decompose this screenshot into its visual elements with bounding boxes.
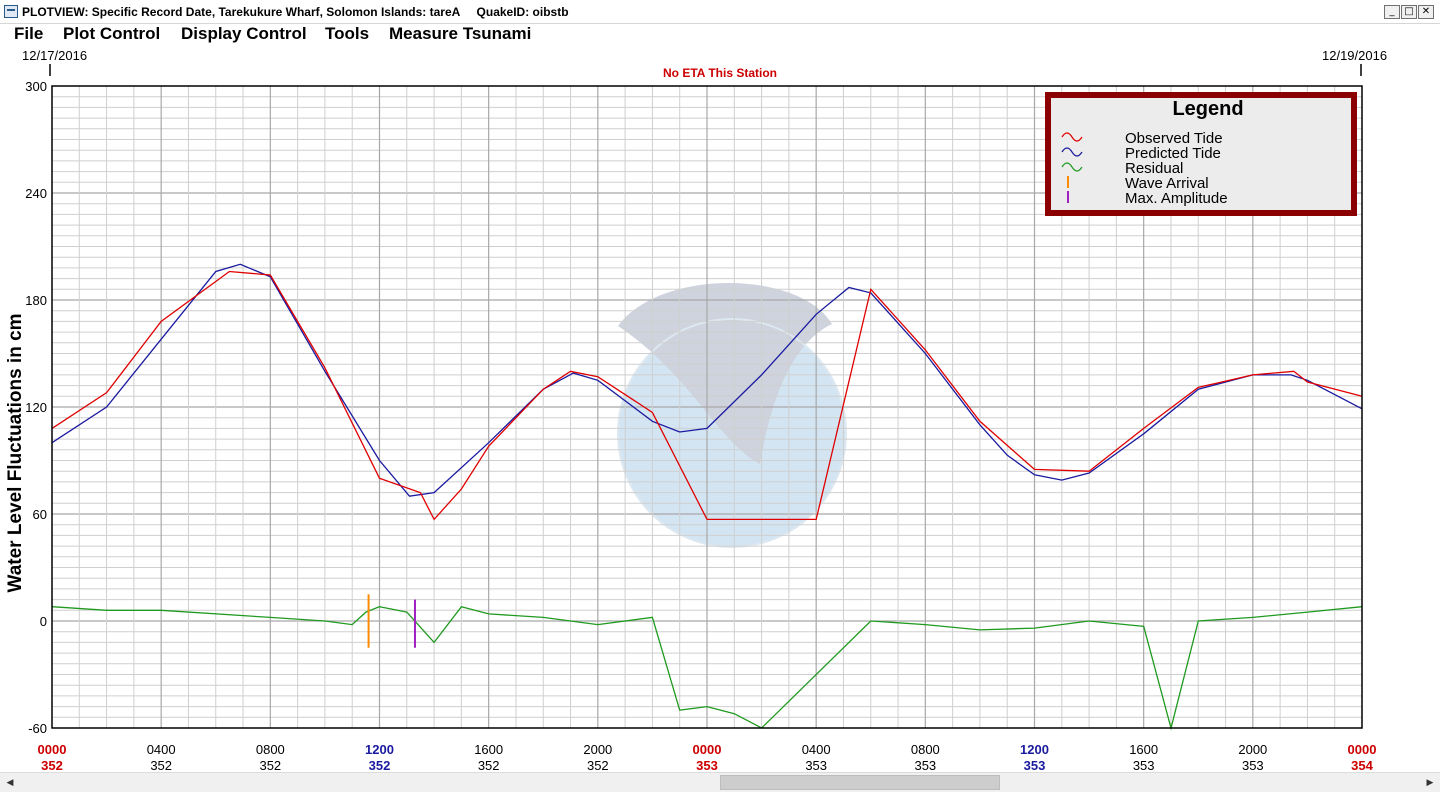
x-tick-time-label: 0400 (802, 742, 831, 757)
series-layer (51, 263, 1363, 731)
horizontal-scrollbar[interactable]: ◀ ▶ (0, 772, 1440, 792)
x-tick-day-label: 353 (805, 758, 827, 772)
x-tick-time-label: 0000 (38, 742, 67, 757)
plot-frame (51, 85, 1363, 729)
y-tick-label: 300 (25, 79, 47, 94)
x-tick-time-label: 0400 (147, 742, 176, 757)
predicted-wave-icon (1061, 147, 1083, 157)
legend-residual-label: Residual (1125, 160, 1183, 177)
x-tick-time-label: 0000 (693, 742, 722, 757)
x-tick-time-label: 1600 (474, 742, 503, 757)
x-tick-time-label: 0000 (1348, 742, 1377, 757)
x-tick-time-label: 1200 (1020, 742, 1049, 757)
menu-file[interactable]: File (14, 24, 44, 43)
y-axis-label: Water Level Fluctuations in cm (5, 313, 26, 592)
scroll-right-arrow-icon[interactable]: ▶ (1426, 778, 1434, 788)
x-tick-day-label: 353 (1133, 758, 1155, 772)
legend-max-amplitude-label: Max. Amplitude (1125, 190, 1228, 207)
x-tick-time-label: 0800 (911, 742, 940, 757)
legend-wave-arrival-label: Wave Arrival (1125, 175, 1209, 192)
title-bar: PLOTVIEW: Specific Record Date, Tarekuku… (0, 0, 1440, 24)
y-tick-label: 180 (25, 293, 47, 308)
menu-tools[interactable]: Tools (325, 24, 370, 43)
x-tick-time-label: 1200 (365, 742, 394, 757)
menu-display-control[interactable]: Display Control (181, 24, 307, 43)
x-tick-day-label: 353 (914, 758, 936, 772)
end-date-label: 12/19/2016 (1322, 48, 1387, 63)
x-tick-day-label: 352 (478, 758, 500, 772)
residual-wave-icon (1061, 162, 1083, 172)
grid-lines (52, 86, 1362, 728)
legend-predicted-label: Predicted Tide (1125, 145, 1221, 162)
y-tick-label: -60 (28, 721, 47, 736)
app-icon[interactable] (4, 5, 18, 18)
x-tick-day-label: 353 (1024, 758, 1046, 772)
y-ticks: 300 240 180 120 60 0 -60 (25, 79, 47, 736)
x-tick-day-label: 353 (1242, 758, 1264, 772)
window-title: PLOTVIEW: Specific Record Date, Tarekuku… (22, 5, 569, 19)
close-button[interactable]: ✕ (1418, 5, 1434, 19)
series-observed-tide (51, 270, 1363, 521)
observed-wave-icon (1061, 132, 1083, 142)
x-tick-time-label: 1600 (1129, 742, 1158, 757)
menu-measure-tsunami[interactable]: Measure Tsunami (389, 24, 532, 43)
legend-observed-label: Observed Tide (1125, 130, 1223, 147)
menu-bar: File Plot Control Display Control Tools … (0, 24, 1440, 44)
x-tick-time-label: 0800 (256, 742, 285, 757)
legend: Legend Observed Tide Predicted Tide Resi… (1045, 92, 1357, 216)
x-ticks: 0000352040035208003521200352160035220003… (38, 742, 1377, 772)
y-tick-label: 60 (33, 507, 47, 522)
x-tick-day-label: 352 (259, 758, 281, 772)
menu-plot-control[interactable]: Plot Control (63, 24, 161, 43)
series-predicted-tide (51, 263, 1363, 497)
series-residual (51, 605, 1363, 731)
eta-message: No ETA This Station (663, 66, 777, 80)
x-tick-day-label: 353 (696, 758, 718, 772)
legend-title: Legend (1172, 98, 1243, 120)
legend-box (1051, 98, 1351, 210)
minimize-button[interactable]: _ (1384, 5, 1400, 19)
x-tick-day-label: 352 (369, 758, 391, 772)
scroll-left-arrow-icon[interactable]: ◀ (6, 778, 14, 788)
x-tick-day-label: 352 (41, 758, 63, 772)
maximize-button[interactable]: □ (1401, 5, 1417, 19)
x-tick-day-label: 354 (1351, 758, 1373, 772)
y-tick-label: 120 (25, 400, 47, 415)
start-date-label: 12/17/2016 (22, 48, 87, 63)
y-tick-label: 240 (25, 186, 47, 201)
x-tick-time-label: 2000 (1238, 742, 1267, 757)
y-tick-label: 0 (40, 614, 47, 629)
x-tick-day-label: 352 (150, 758, 172, 772)
x-tick-time-label: 2000 (583, 742, 612, 757)
tide-plot[interactable]: 12/17/2016 12/19/2016 No ETA This Statio… (0, 44, 1440, 772)
scroll-thumb[interactable] (720, 775, 1000, 790)
x-tick-day-label: 352 (587, 758, 609, 772)
